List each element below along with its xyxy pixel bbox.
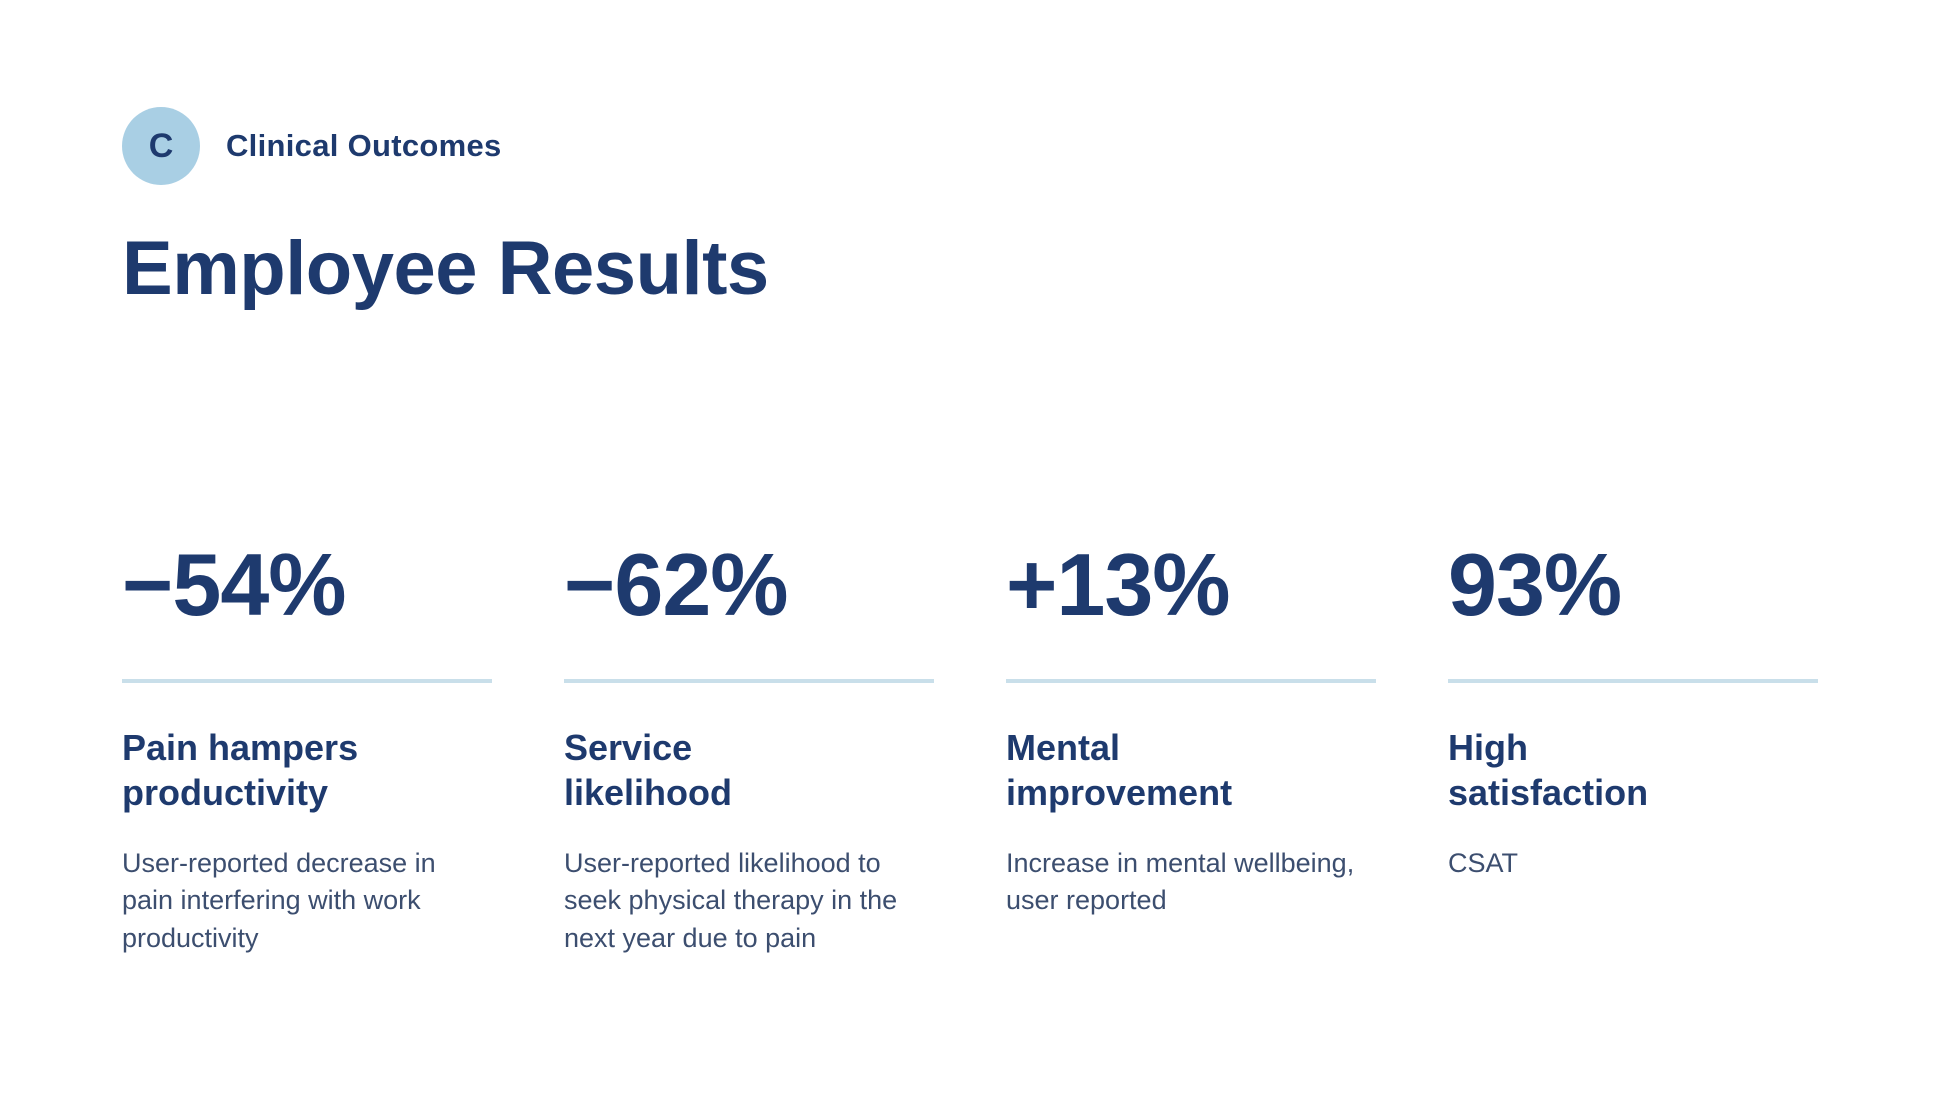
- stat-divider: [122, 679, 492, 683]
- stat-heading: High satisfaction: [1448, 727, 1649, 813]
- stat-description: User-reported decrease in pain interferi…: [122, 848, 436, 953]
- stat-description: User-reported likelihood to seek physica…: [564, 848, 898, 953]
- section-badge-letter: C: [148, 127, 174, 165]
- stat-card-mental-improvement: +13% Mental improvement Increase in ment…: [1006, 541, 1376, 957]
- stat-value: −62%: [564, 535, 789, 634]
- stat-heading: Mental improvement: [1006, 727, 1233, 813]
- stat-value: +13%: [1006, 535, 1231, 634]
- stat-card-pain-productivity: −54% Pain hampers productivity User-repo…: [122, 541, 492, 957]
- stat-card-high-satisfaction: 93% High satisfaction CSAT: [1448, 541, 1818, 957]
- stat-divider: [564, 679, 934, 683]
- stat-description: CSAT: [1448, 848, 1519, 878]
- stat-heading: Pain hampers productivity: [122, 727, 359, 813]
- stat-divider: [1006, 679, 1376, 683]
- stat-value: −54%: [122, 535, 347, 634]
- stat-card-service-likelihood: −62% Service likelihood User-reported li…: [564, 541, 934, 957]
- section-badge: C: [122, 107, 200, 185]
- stat-divider: [1448, 679, 1818, 683]
- stat-description: Increase in mental wellbeing, user repor…: [1006, 848, 1355, 916]
- stats-row: −54% Pain hampers productivity User-repo…: [122, 541, 1821, 957]
- stat-heading: Service likelihood: [564, 727, 733, 813]
- section-header: C Clinical Outcomes: [122, 107, 1821, 185]
- page-title: Employee Results: [122, 226, 769, 311]
- section-label: Clinical Outcomes: [226, 128, 502, 163]
- stat-value: 93%: [1448, 535, 1622, 634]
